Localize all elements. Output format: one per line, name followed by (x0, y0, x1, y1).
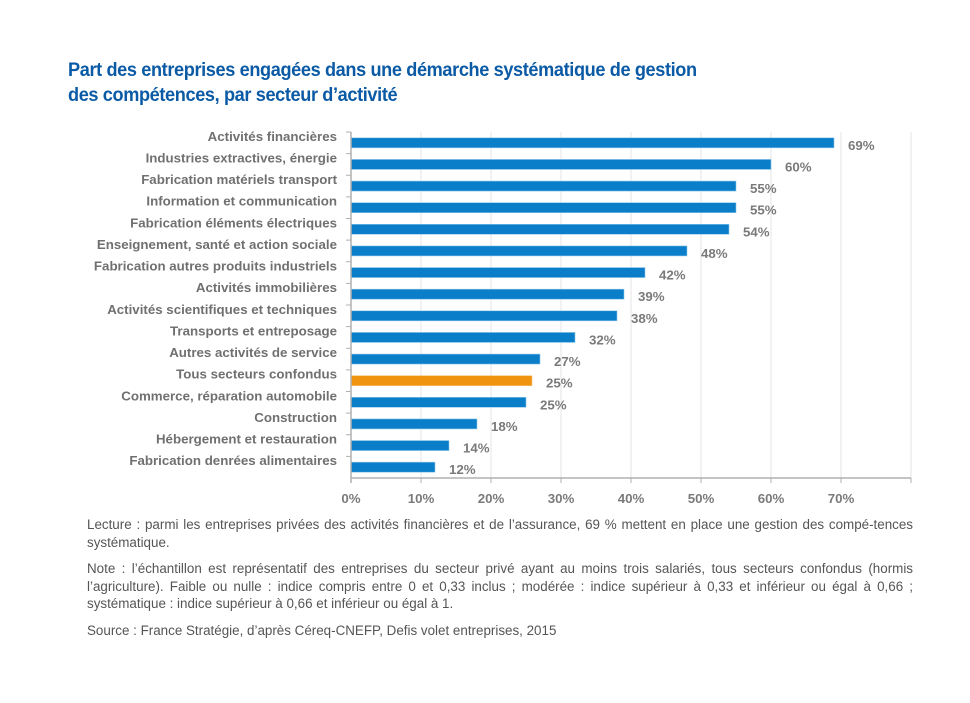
labels: Activités financières 69% Industries extra… (94, 129, 875, 506)
value-label: 27% (554, 354, 581, 369)
value-label: 69% (848, 138, 875, 153)
category-label: Fabrication autres produits industriels (94, 259, 337, 274)
value-label: 38% (631, 311, 658, 326)
value-label: 14% (463, 441, 490, 456)
source-note: Source : France Stratégie, d’après Céreq… (87, 622, 557, 638)
bar (350, 159, 772, 170)
category-label: Fabrication denrées alimentaires (129, 453, 337, 468)
category-label: Construction (254, 410, 337, 425)
value-label: 39% (638, 289, 665, 304)
category-label: Fabrication éléments électriques (130, 215, 337, 230)
category-label: Transports et entreposage (170, 323, 337, 338)
value-label: 60% (785, 159, 812, 174)
category-label: Activités scientifiques et techniques (107, 302, 337, 317)
value-label: 32% (589, 332, 616, 347)
category-label: Hébergement et restauration (156, 432, 337, 447)
x-tick-label: 70% (828, 491, 855, 506)
bar (350, 202, 737, 213)
value-label: 55% (750, 203, 777, 218)
value-label: 12% (449, 462, 476, 477)
category-label: Industries extractives, énergie (146, 150, 337, 165)
bar (350, 461, 436, 473)
bar (350, 224, 730, 235)
category-label: Information et communication (146, 194, 337, 209)
category-label: Tous secteurs confondus (176, 367, 337, 382)
value-label: 54% (743, 224, 770, 239)
x-tick-label: 30% (548, 491, 575, 506)
bar-chart: Activités financières 69% Industries extra… (94, 129, 912, 506)
chart-title-line-1: Part des entreprises engagées dans une d… (68, 59, 697, 81)
x-tick-label: 50% (688, 491, 715, 506)
value-label: 25% (546, 376, 573, 391)
bars (350, 137, 835, 473)
bar (350, 245, 688, 257)
bar (350, 440, 450, 451)
bar (350, 397, 527, 408)
chart-notes: Lecture : parmi les entreprises privées … (87, 516, 913, 648)
bar (350, 332, 576, 343)
x-tick-label: 10% (408, 491, 435, 506)
bar (350, 353, 541, 365)
bar (350, 137, 835, 149)
x-tick-label: 40% (618, 491, 645, 506)
bar (350, 267, 646, 278)
category-label: Commerce, réparation automobile (121, 388, 337, 403)
bar-highlight (350, 375, 533, 386)
chart-title: Part des entreprises engagées dans une d… (68, 58, 831, 108)
value-label: 42% (659, 268, 686, 283)
bar (350, 418, 478, 430)
value-label: 55% (750, 181, 777, 196)
bar (350, 310, 618, 322)
chart-title-line-2: des compétences, par secteur d’activité (68, 84, 398, 106)
x-tick-label: 60% (758, 491, 785, 506)
category-label: Enseignement, santé et action sociale (97, 237, 337, 252)
category-label: Activités immobilières (196, 280, 337, 295)
x-tick-label: 20% (478, 491, 505, 506)
bar (350, 288, 625, 300)
value-label: 18% (491, 419, 518, 434)
reading-note: Lecture : parmi les entreprises privées … (87, 517, 913, 550)
methodology-note: Note : l’échantillon est représentatif d… (87, 561, 913, 611)
category-label: Autres activités de service (169, 345, 337, 360)
value-label: 48% (701, 246, 728, 261)
axes (346, 131, 912, 483)
category-label: Activités financières (208, 129, 337, 144)
bar (350, 180, 737, 192)
value-label: 25% (540, 397, 567, 412)
category-label: Fabrication matériels transport (141, 172, 337, 187)
x-tick-label: 0% (341, 491, 360, 506)
